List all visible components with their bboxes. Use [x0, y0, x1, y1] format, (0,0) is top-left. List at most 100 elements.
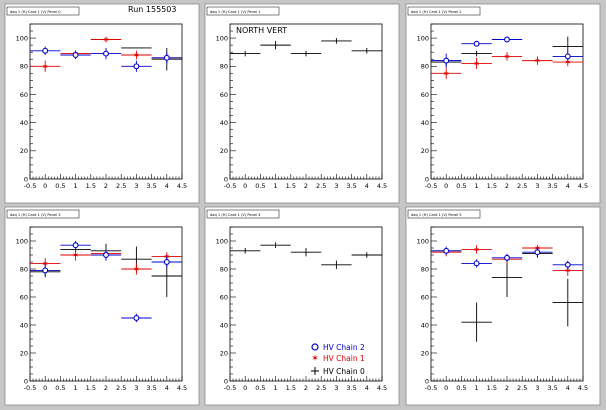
x-tick-label: 0.5	[55, 182, 65, 190]
circle-marker	[504, 36, 510, 43]
panel-title: daq 1 (H) Card 1 (V) Panel 3	[10, 213, 61, 217]
data-point-chain2	[552, 52, 583, 61]
x-tick-label: 1	[475, 182, 479, 190]
x-tick-label: 2	[104, 384, 108, 392]
legend-marker-chain0	[311, 367, 319, 375]
data-point-chain1: ✶	[90, 36, 122, 46]
data-point-chain2	[491, 253, 523, 262]
series-chain1: ✶ ✶ ✶ ✶ ✶	[431, 52, 583, 79]
x-tick-label: 0	[243, 182, 247, 190]
x-tick-label: 4.5	[578, 182, 588, 190]
panel-1: daq 1 (H) Card 1 (V) Panel 1-0.5 0 0.5 1 1.5…	[204, 3, 400, 204]
x-tick-label: 4	[566, 182, 570, 190]
data-point-chain0	[461, 50, 492, 57]
x-tick-label: 4	[566, 384, 570, 392]
y-tick-label: 40	[421, 321, 429, 329]
x-tick-label: 3	[535, 384, 539, 392]
series-chain0	[230, 38, 382, 57]
star-marker: ✶	[564, 58, 571, 68]
panel-frame	[4, 206, 200, 406]
y-tick-label: 100	[417, 237, 429, 245]
panel-frame	[4, 3, 200, 204]
data-point-chain0	[260, 40, 291, 50]
x-tick-label: 1	[74, 182, 78, 190]
y-tick-label: 20	[421, 349, 429, 357]
circle-marker	[103, 50, 109, 57]
x-tick-label: 1	[475, 384, 479, 392]
data-point-chain2	[461, 259, 492, 268]
y-tick-label: 40	[20, 321, 28, 329]
y-tick-label: 60	[421, 293, 429, 301]
north-vert-label: NORTH VERT	[236, 26, 287, 35]
x-tick-label: 3.5	[547, 182, 557, 190]
y-tick-label: 0	[224, 377, 228, 385]
x-tick-label: 2.5	[517, 182, 527, 190]
data-point-chain1: ✶	[491, 52, 523, 62]
series-chain2	[431, 246, 583, 269]
data-point-chain2	[522, 248, 553, 257]
y-tick-label: 60	[421, 91, 429, 99]
circle-marker	[42, 47, 49, 54]
data-point-chain2	[151, 256, 182, 268]
data-point-chain0	[351, 252, 382, 258]
circle-marker	[504, 254, 510, 261]
y-tick-label: 0	[425, 175, 429, 183]
x-tick-label: 2	[505, 182, 509, 190]
legend-label-chain2: HV Chain 2	[323, 343, 365, 352]
panel-title: daq 1 (H) Card 1 (V) Panel 2	[411, 10, 462, 14]
x-tick-label: 1.5	[487, 182, 497, 190]
panel-title: daq 1 (H) Card 1 (V) Panel 0	[10, 10, 61, 14]
x-tick-label: 3.5	[146, 384, 156, 392]
data-point-chain0	[461, 302, 492, 342]
legend: HV Chain 2 ✶ HV Chain 1 HV Chain 0	[311, 343, 365, 376]
y-tick-label: 60	[20, 91, 28, 99]
y-tick-label: 100	[417, 34, 429, 42]
data-point-chain2	[121, 60, 152, 72]
y-tick-label: 40	[421, 119, 429, 127]
series-chain0	[431, 248, 583, 342]
panel-frame	[405, 3, 601, 204]
circle-marker	[72, 52, 79, 58]
circle-marker	[443, 57, 450, 64]
star-marker: ✶	[133, 51, 140, 61]
circle-marker	[443, 247, 450, 254]
x-tick-label: 2	[104, 182, 108, 190]
star-marker: ✶	[564, 266, 571, 276]
legend-marker-chain1: ✶	[311, 354, 319, 364]
x-tick-label: 4	[365, 182, 369, 190]
x-tick-label: -0.5	[24, 182, 37, 190]
y-tick-label: 40	[20, 119, 28, 127]
series-chain2	[30, 241, 182, 323]
panel-4: daq 1 (H) Card 1 (V) Panel 4-0.5 0 0.5 1 1.5…	[204, 206, 400, 406]
y-tick-label: 80	[421, 265, 429, 273]
data-point-chain2	[60, 241, 91, 250]
circle-marker	[42, 267, 49, 274]
panel-grid: daq 1 (H) Card 1 (V) Panel 0 -0.5 0 0.5 1 1.5…	[4, 3, 601, 406]
y-tick-label: 40	[220, 119, 228, 127]
series-chain2	[30, 46, 182, 72]
panel-title-box	[206, 6, 280, 16]
x-tick-label: 0.5	[456, 182, 466, 190]
data-point-chain1: ✶	[121, 50, 152, 61]
y-tick-label: 60	[20, 293, 28, 301]
circle-marker	[163, 54, 170, 61]
data-point-chain0	[290, 50, 322, 57]
annotations: NORTH VERT Run 155503	[128, 5, 287, 35]
data-point-chain2	[90, 47, 122, 60]
data-point-chain2	[151, 52, 182, 64]
x-tick-label: 4	[165, 384, 169, 392]
x-tick-label: 2	[304, 384, 308, 392]
data-point-chain1: ✶	[461, 57, 492, 69]
data-point-chain0	[230, 248, 261, 254]
panel-frame	[204, 3, 400, 204]
legend-label-chain0: HV Chain 0	[323, 367, 365, 376]
data-point-chain0	[321, 38, 352, 44]
data-point-chain2	[431, 246, 462, 255]
star-marker: ✶	[72, 251, 79, 261]
x-tick-label: 0	[444, 384, 448, 392]
y-tick-label: 20	[220, 349, 228, 357]
y-tick-label: 20	[20, 349, 28, 357]
y-tick-label: 60	[220, 293, 228, 301]
x-tick-label: 3	[334, 384, 338, 392]
